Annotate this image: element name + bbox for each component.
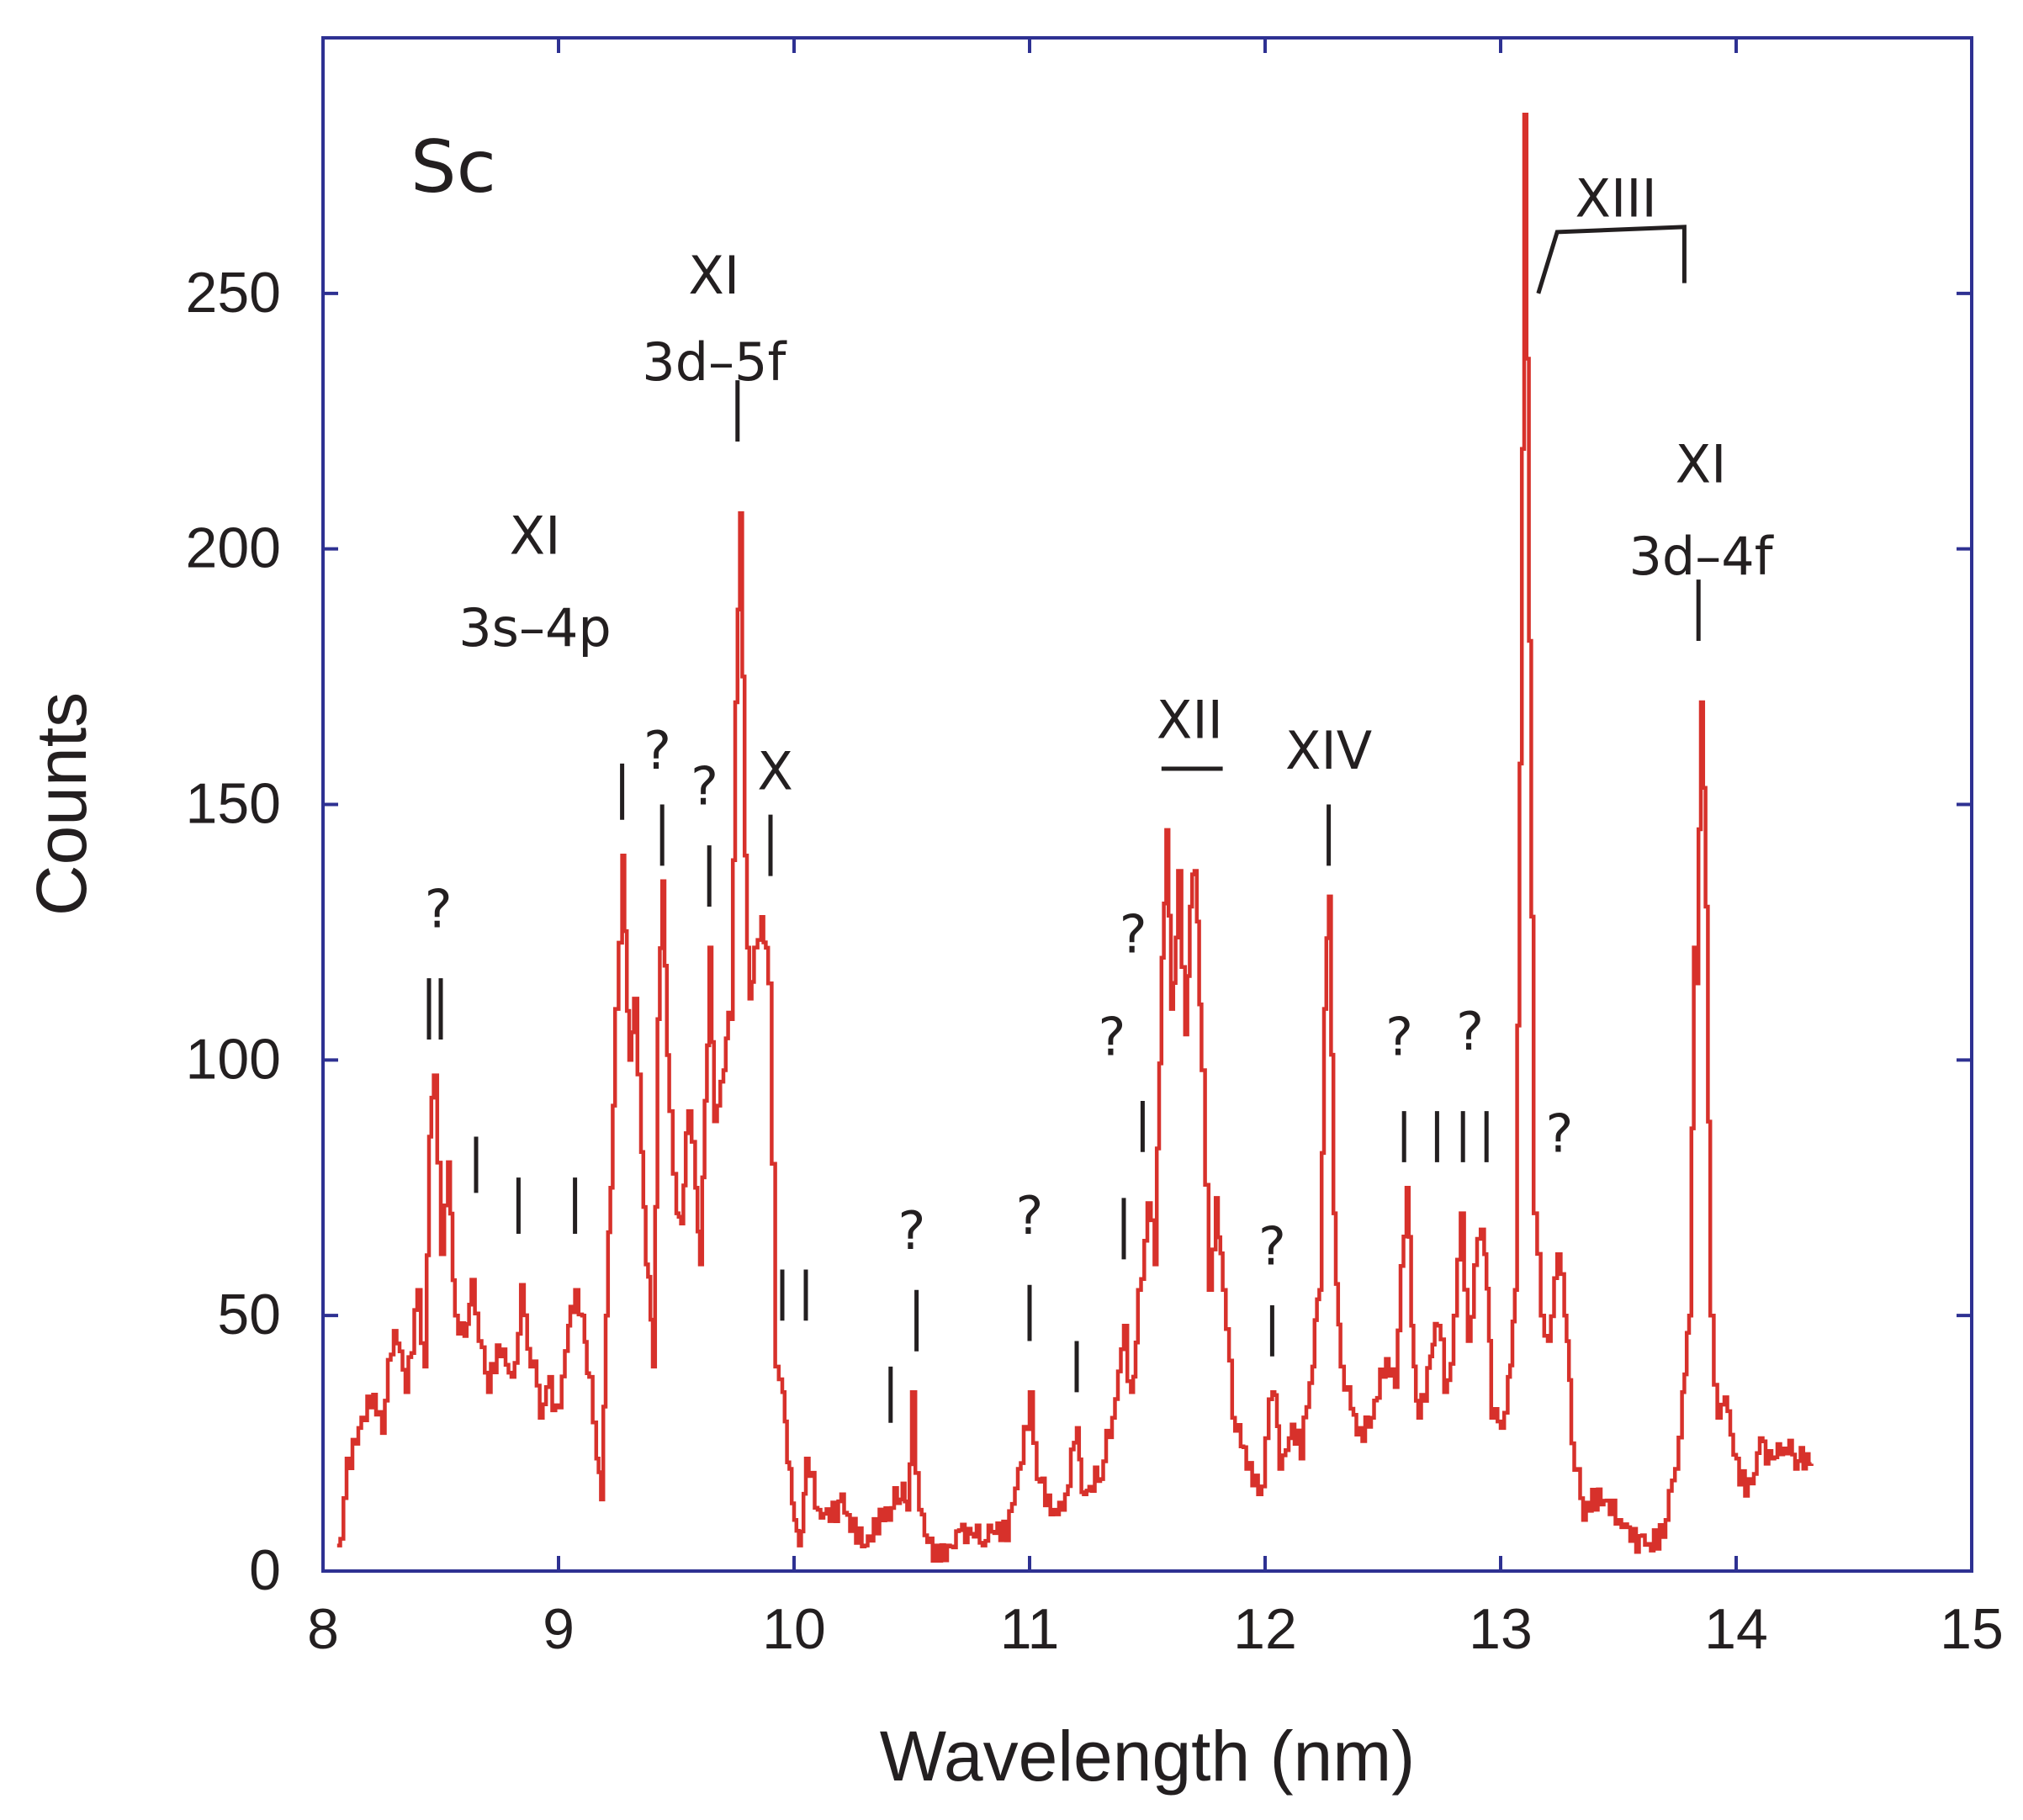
y-axis-title: Counts (22, 692, 101, 916)
x-tick-label-4: 12 (1233, 1597, 1297, 1661)
x-axis-title: Wavelength (nm) (880, 1717, 1415, 1796)
y-tick-label-1: 50 (217, 1283, 281, 1346)
annotation-xii-ion: XII (1157, 690, 1223, 751)
annotation-xi-3s4p-ion: XI (510, 505, 561, 567)
y-tick-label-2: 100 (186, 1027, 281, 1091)
chart-title: Sc (410, 125, 496, 209)
annotation-q-11: ? (1546, 1103, 1574, 1165)
x-tick-label-1: 9 (543, 1597, 575, 1661)
annotation-q-5: ? (1016, 1185, 1044, 1246)
x-tick-label-7: 15 (1940, 1597, 2004, 1661)
x-tick-labels: 8 9 10 11 12 13 14 15 (307, 1597, 2004, 1661)
annotation-x-ion: X (757, 740, 792, 802)
annotation-q-2: ? (643, 720, 671, 781)
annotation-xiv-ion: XIV (1285, 720, 1372, 781)
annotation-q-1: ? (425, 878, 453, 939)
annotation-q-3: ? (691, 756, 718, 817)
x-tick-label-0: 8 (307, 1597, 339, 1661)
annotation-q-7: ? (1099, 1006, 1126, 1067)
annotation-q-10: ? (1456, 1001, 1484, 1062)
spectrum-line (336, 112, 1814, 1563)
annotation-xi-3s4p-transition: 3s–4p (458, 597, 612, 659)
y-tick-label-4: 200 (186, 516, 281, 580)
annotations: XI 3s–4p XI 3d–5f X XII XIV XIII XI 3d–4f????????… (425, 168, 1775, 1278)
xiii-bracket (1536, 225, 1687, 294)
y-tick-label-5: 250 (186, 261, 281, 325)
annotation-xi-3d5f-transition: 3d–5f (642, 331, 787, 393)
annotation-xi-3d4f-ion: XI (1676, 434, 1727, 495)
y-tick-label-0: 0 (249, 1538, 281, 1602)
x-tick-label-3: 11 (1000, 1597, 1060, 1661)
annotation-q-6: ? (1120, 904, 1147, 966)
y-tick-labels: 0 50 100 150 200 250 (186, 261, 281, 1602)
y-tick-label-3: 150 (186, 772, 281, 836)
annotation-q-4: ? (898, 1200, 926, 1262)
line-markers (426, 380, 1701, 1423)
annotation-q-9: ? (1385, 1006, 1413, 1067)
annotation-q-8: ? (1258, 1215, 1286, 1277)
annotation-xi-3d4f-transition: 3d–4f (1628, 526, 1774, 587)
x-tick-label-2: 10 (762, 1597, 826, 1661)
axis-ticks (321, 38, 1973, 1573)
annotation-xiii-ion: XIII (1576, 168, 1657, 230)
plot-frame (321, 36, 1973, 1573)
x-tick-label-5: 13 (1469, 1597, 1533, 1661)
x-tick-label-6: 14 (1704, 1597, 1768, 1661)
annotation-xi-3d5f-ion: XI (688, 245, 739, 306)
